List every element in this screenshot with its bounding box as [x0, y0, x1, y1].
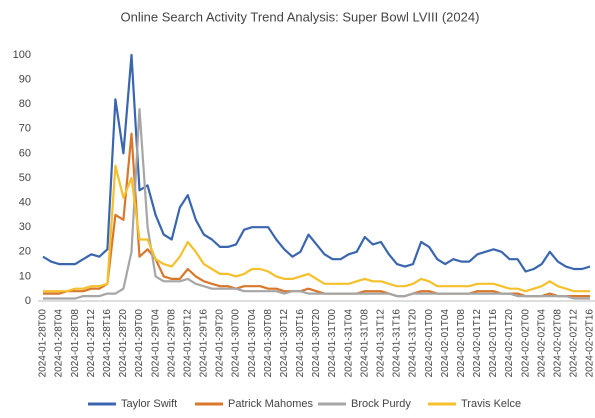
x-tick-label: 2024-02-02T08 [552, 309, 563, 378]
x-tick-label: 2024-02-02T00 [520, 309, 531, 378]
y-tick-label: 90 [19, 74, 31, 86]
x-tick-label: 2024-02-01T20 [504, 309, 515, 378]
x-tick-label: 2024-01-29T12 [182, 309, 193, 378]
y-tick-label: 0 [25, 295, 31, 307]
series-line [43, 164, 590, 293]
x-tick-label: 2024-01-28T00 [38, 309, 49, 378]
y-tick-label: 50 [19, 172, 31, 184]
y-tick-label: 20 [19, 246, 31, 258]
x-tick-label: 2024-01-28T08 [70, 309, 81, 378]
x-tick-label: 2024-01-30T12 [279, 309, 290, 378]
chart-title: Online Search Activity Trend Analysis: S… [121, 9, 480, 24]
x-tick-label: 2024-01-29T04 [150, 309, 161, 378]
legend-label: Travis Kelce [461, 398, 521, 410]
x-tick-label: 2024-02-02T16 [585, 309, 595, 378]
x-tick-label: 2024-02-02T12 [569, 309, 580, 378]
y-tick-label: 40 [19, 197, 31, 209]
x-tick-label: 2024-01-31T20 [408, 309, 419, 378]
x-tick-label: 2024-01-28T12 [86, 309, 97, 378]
x-tick-label: 2024-02-01T04 [440, 309, 451, 378]
x-tick-label: 2024-01-29T16 [199, 309, 210, 378]
x-tick-label: 2024-01-31T16 [392, 309, 403, 378]
y-tick-label: 70 [19, 123, 31, 135]
y-tick-label: 80 [19, 98, 31, 110]
x-tick-label: 2024-01-29T08 [166, 309, 177, 378]
x-tick-label: 2024-02-01T12 [472, 309, 483, 378]
x-tick-label: 2024-01-31T00 [327, 309, 338, 378]
y-tick-label: 30 [19, 221, 31, 233]
x-tick-label: 2024-01-31T12 [375, 309, 386, 378]
x-tick-label: 2024-01-28T04 [54, 309, 65, 378]
x-tick-label: 2024-01-30T00 [231, 309, 242, 378]
y-tick-label: 10 [19, 270, 31, 282]
x-tick-label: 2024-01-29T00 [134, 309, 145, 378]
x-tick-label: 2024-02-01T16 [488, 309, 499, 378]
x-tick-label: 2024-01-29T20 [215, 309, 226, 378]
legend-label: Brock Purdy [351, 398, 411, 410]
y-tick-label: 60 [19, 147, 31, 159]
x-tick-label: 2024-01-30T08 [263, 309, 274, 378]
x-tick-label: 2024-02-01T08 [456, 309, 467, 378]
x-tick-label: 2024-01-31T04 [343, 309, 354, 378]
x-tick-label: 2024-01-30T16 [295, 309, 306, 378]
x-tick-label: 2024-02-02T04 [536, 309, 547, 378]
series-line [42, 53, 591, 273]
y-tick-label: 100 [13, 49, 31, 61]
series-line [43, 132, 590, 298]
x-tick-label: 2024-01-28T16 [102, 309, 113, 378]
legend-label: Taylor Swift [121, 398, 177, 410]
x-tick-label: 2024-01-30T20 [311, 309, 322, 378]
x-tick-label: 2024-01-31T08 [359, 309, 370, 378]
x-tick-label: 2024-01-30T04 [247, 309, 258, 378]
legend-label: Patrick Mahomes [228, 398, 313, 410]
x-tick-label: 2024-02-01T00 [424, 309, 435, 378]
x-tick-label: 2024-01-28T20 [118, 309, 129, 378]
